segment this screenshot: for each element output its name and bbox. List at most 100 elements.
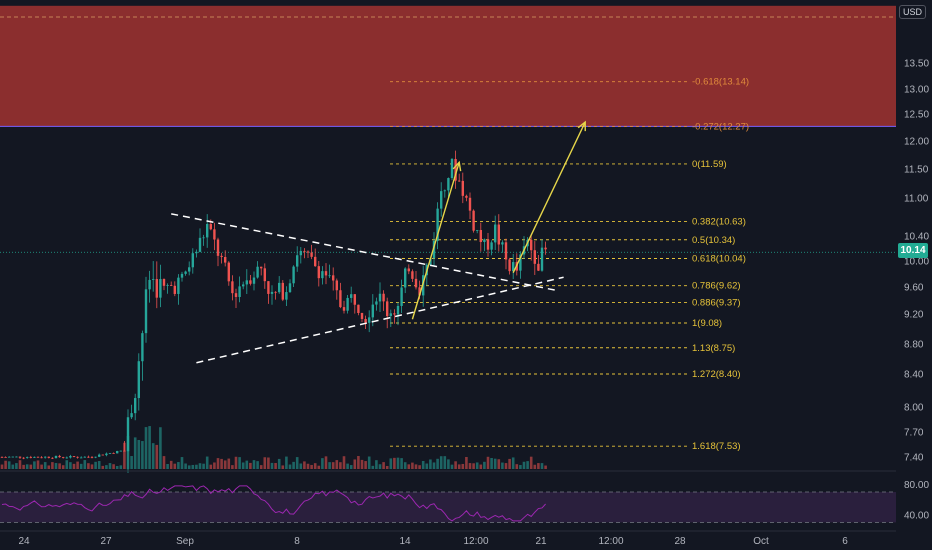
candle-body — [317, 266, 320, 279]
volume-bar — [511, 457, 515, 469]
volume-bar — [151, 443, 155, 469]
candle-body — [267, 281, 270, 294]
rsi-tick-label: 40.00 — [904, 510, 929, 521]
price-tick-label: 9.20 — [904, 310, 924, 321]
candle-body — [353, 294, 356, 305]
candle-body — [26, 457, 29, 458]
volume-bar — [540, 463, 544, 469]
candle-body — [105, 453, 108, 456]
candle-body — [90, 457, 94, 458]
volume-bar — [483, 461, 486, 469]
candle-body — [234, 293, 238, 297]
candle-body — [252, 277, 256, 284]
volume-bar — [339, 462, 342, 469]
time-tick-label: 28 — [674, 536, 686, 547]
volume-bar — [378, 464, 382, 469]
candle-body — [177, 277, 180, 294]
candle-body — [238, 286, 241, 297]
candle-body — [0, 457, 4, 458]
candle-body — [342, 307, 346, 311]
volume-bar — [418, 465, 421, 469]
volume-bar — [389, 458, 393, 469]
volume-bar — [227, 458, 231, 469]
volume-bar — [371, 465, 375, 469]
volume-bar — [234, 456, 238, 469]
candle-body — [173, 285, 176, 294]
time-tick-label: Sep — [176, 536, 194, 547]
candle-body — [29, 457, 32, 458]
volume-bar — [403, 462, 407, 469]
price-tick-label: 8.00 — [904, 403, 924, 414]
volume-bar — [90, 464, 94, 469]
volume-bar — [205, 456, 209, 469]
volume-bar — [490, 457, 493, 469]
candle-body — [202, 237, 205, 239]
volume-bar — [141, 441, 144, 469]
candle-body — [227, 262, 230, 282]
volume-bar — [465, 456, 468, 469]
candle-body — [80, 457, 83, 459]
price-tick-label: 12.00 — [904, 137, 929, 148]
candle-body — [141, 333, 144, 362]
time-tick-label: 21 — [535, 536, 547, 547]
candle-body — [396, 305, 400, 315]
candle-body — [242, 284, 245, 287]
volume-bar — [367, 456, 371, 469]
volume-bar — [479, 464, 483, 469]
volume-bar — [375, 460, 378, 469]
volume-bar — [159, 427, 162, 469]
candle-body — [404, 268, 407, 288]
price-tick-label: 13.50 — [904, 59, 929, 70]
volume-bar — [220, 458, 223, 469]
fib-level-label: -0.272(12.27) — [692, 121, 749, 132]
volume-layer — [0, 426, 547, 469]
volume-bar — [195, 464, 198, 469]
volume-bar — [187, 465, 191, 469]
candle-body — [274, 291, 277, 293]
fib-level-label: 1(9.08) — [692, 318, 722, 329]
volume-bar — [357, 456, 360, 469]
price-axis[interactable]: 13.50 13.00 12.50 12.00 11.50 11.00 10.40 10.00… — [896, 0, 932, 550]
candle-body — [299, 250, 302, 256]
currency-label[interactable]: USD — [898, 5, 926, 19]
time-tick-label: 8 — [294, 536, 300, 547]
candle-body — [72, 456, 76, 457]
volume-bar — [108, 463, 112, 469]
volume-bar — [162, 456, 166, 469]
time-tick-label: 14 — [399, 536, 411, 547]
volume-bar — [414, 464, 418, 469]
candle-body — [155, 279, 158, 298]
fib-level-label: 0.786(9.62) — [692, 281, 741, 292]
candle-body — [134, 398, 137, 414]
candle-body — [40, 457, 43, 459]
time-axis[interactable]: 24 27 Sep 8 14 12:00 21 12:00 28 Oct 6 — [0, 530, 896, 547]
fib-level-label: 1.272(8.40) — [692, 369, 741, 380]
volume-bar — [295, 457, 299, 469]
volume-bar — [216, 458, 220, 469]
volume-bar — [429, 459, 432, 469]
arrow-head — [452, 160, 462, 172]
volume-bar — [493, 458, 497, 469]
candle-body — [371, 304, 374, 318]
volume-bar — [270, 462, 274, 469]
volume-bar — [522, 461, 526, 469]
candle-body — [465, 195, 468, 198]
volume-bar — [94, 461, 97, 469]
volume-bar — [342, 456, 346, 469]
volume-bar — [331, 462, 335, 469]
candle-body — [382, 293, 385, 302]
price-tick-label: 11.00 — [904, 194, 929, 205]
triangle-trendline — [171, 213, 557, 292]
candle-body — [479, 230, 482, 243]
candle-body — [245, 280, 248, 285]
price-tick-label: 7.40 — [904, 453, 924, 464]
volume-bar — [25, 464, 29, 469]
volume-bar — [245, 460, 249, 469]
candle-body — [116, 450, 119, 454]
candle-body — [540, 247, 544, 271]
candle-body — [256, 266, 259, 278]
volume-bar — [306, 463, 310, 469]
volume-bar — [51, 462, 54, 469]
candle-body — [530, 239, 533, 251]
